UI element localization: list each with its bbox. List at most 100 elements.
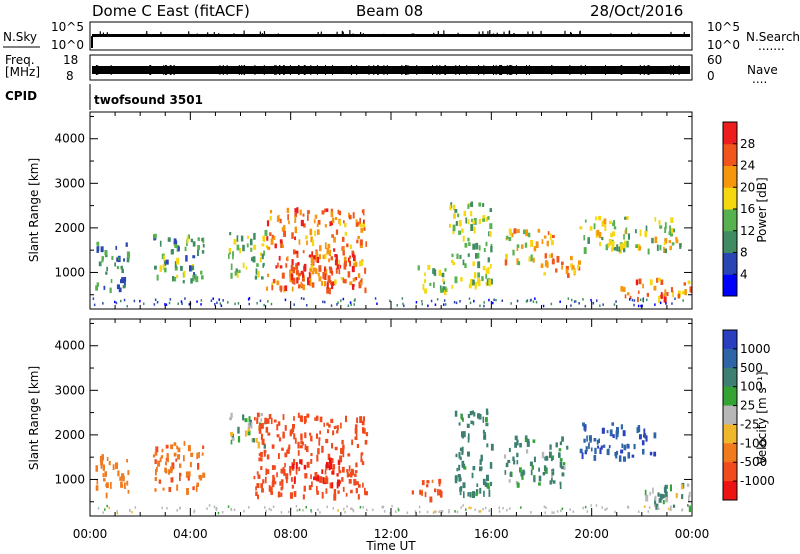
scatter-cell: [615, 452, 618, 459]
scatter-cell: [123, 258, 125, 262]
scatter-cell: [616, 244, 619, 252]
scatter-cell: [472, 261, 475, 267]
scatter-cell: [681, 290, 685, 295]
ground-scatter-cell: [478, 510, 480, 513]
scatter-cell: [462, 482, 466, 489]
scatter-cell: [426, 480, 430, 484]
scatter-cell: [624, 229, 627, 235]
scatter-cell: [359, 239, 363, 246]
ground-scatter-cell: [243, 509, 245, 513]
ground-scatter-cell: [310, 510, 313, 514]
scatter-cell: [299, 445, 303, 449]
ground-scatter-cell: [501, 299, 503, 302]
scatter-cell: [302, 284, 306, 291]
ground-scatter-cell: [322, 300, 324, 304]
ground-scatter-cell: [346, 505, 348, 508]
scatter-cell: [540, 263, 544, 268]
ground-scatter-cell: [443, 299, 446, 302]
scatter-cell: [472, 279, 475, 286]
scatter-cell: [602, 444, 606, 448]
scatter-cell: [313, 255, 316, 260]
scatter-cell: [187, 234, 190, 240]
scatter-cell: [174, 241, 178, 248]
scatter-cell: [187, 445, 191, 452]
scatter-cell: [470, 279, 474, 286]
scatter-cell: [649, 279, 653, 286]
scatter-cell: [467, 451, 470, 457]
scatter-cell: [249, 238, 253, 246]
scatter-cell: [346, 472, 349, 478]
scatter-cell: [127, 251, 130, 256]
scatter-cell: [664, 222, 667, 229]
scatter-cell: [273, 419, 277, 423]
scatter-cell: [329, 482, 332, 489]
scatter-cell: [290, 273, 294, 281]
scatter-cell: [326, 287, 330, 294]
scatter-cell: [110, 482, 112, 489]
scatter-cell: [330, 211, 334, 218]
scatter-cell: [318, 437, 321, 441]
ground-scatter-cell: [234, 302, 236, 306]
ground-scatter-cell: [296, 509, 298, 512]
x-tick-label: 00:00: [73, 527, 108, 541]
scatter-cell: [598, 232, 602, 239]
ground-scatter-cell: [319, 511, 321, 514]
nsky-label: N.Sky: [3, 30, 37, 44]
scatter-cell: [351, 470, 355, 476]
scatter-cell: [338, 268, 341, 275]
scatter-cell: [626, 215, 629, 221]
scatter-cell: [474, 282, 478, 288]
scatter-cell: [310, 435, 313, 442]
scatter-cell: [294, 208, 298, 213]
scatter-cell: [610, 232, 614, 238]
y-tick-label: 1000: [54, 472, 85, 486]
scatter-cell: [489, 481, 493, 487]
scatter-cell: [472, 491, 476, 499]
scatter-cell: [162, 264, 165, 271]
scatter-cell: [310, 453, 313, 457]
power-colorbar-segment: [723, 143, 737, 166]
velocity-colorbar-segment: [723, 367, 737, 388]
scatter-cell: [252, 256, 256, 263]
scatter-cell: [297, 412, 300, 418]
scatter-cell: [325, 488, 328, 494]
scatter-cell: [316, 490, 319, 495]
ground-scatter-cell: [134, 506, 137, 509]
scatter-cell: [653, 432, 657, 439]
ground-scatter-cell: [353, 299, 356, 302]
ground-scatter-cell: [671, 302, 673, 305]
ground-scatter-cell: [448, 509, 450, 512]
scatter-cell: [126, 459, 128, 463]
x-tick-label: 16:00: [474, 527, 509, 541]
scatter-cell: [277, 491, 281, 498]
scatter-cell: [624, 294, 627, 299]
scatter-cell: [558, 448, 562, 452]
ground-scatter-cell: [578, 302, 580, 305]
scatter-cell: [355, 432, 358, 437]
scatter-cell: [280, 479, 284, 483]
scatter-cell: [333, 236, 336, 243]
scatter-cell: [263, 443, 266, 449]
scatter-cell: [516, 452, 519, 458]
scatter-cell: [112, 464, 115, 471]
scatter-cell: [542, 472, 546, 476]
velocity-ylabel: Slant Range [km]: [27, 366, 41, 470]
scatter-cell: [309, 279, 312, 287]
ground-scatter-cell: [534, 297, 536, 300]
scatter-cell: [285, 473, 289, 480]
scatter-cell: [246, 243, 249, 248]
scatter-cell: [620, 424, 624, 430]
scatter-cell: [361, 209, 365, 214]
ground-scatter-cell: [658, 507, 660, 510]
scatter-cell: [242, 244, 245, 252]
ground-scatter-cell: [287, 510, 290, 514]
scatter-cell: [649, 491, 652, 496]
velocity-colorbar-segment: [723, 443, 737, 463]
scatter-cell: [315, 433, 318, 439]
scatter-cell: [549, 451, 552, 459]
scatter-cell: [352, 278, 356, 282]
scatter-cell: [522, 469, 525, 476]
scatter-cell: [273, 481, 277, 485]
scatter-cell: [442, 286, 445, 293]
ground-scatter-cell: [248, 297, 251, 300]
